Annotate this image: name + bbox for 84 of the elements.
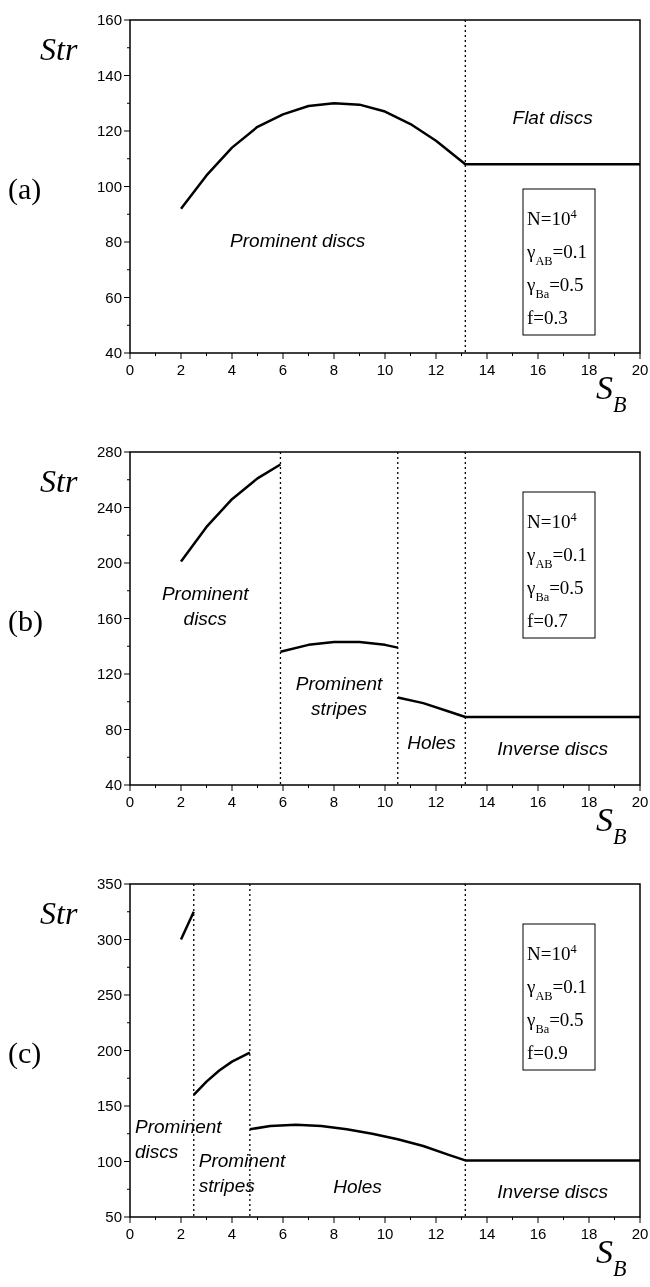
- annotation: γ$_{AB}$=0.1: [526, 241, 588, 268]
- y-axis-title: Str: [40, 895, 78, 931]
- x-tick-label: 16: [529, 1225, 547, 1242]
- y-tick-label: 250: [96, 986, 122, 1003]
- y-tick-label: 200: [96, 554, 122, 571]
- x-tick-label: 10: [376, 361, 394, 378]
- x-tick-label: 14: [478, 1225, 496, 1242]
- annotation: f=0.3: [527, 307, 568, 328]
- x-tick-label: 6: [278, 793, 288, 810]
- x-tick-label: 2: [176, 1225, 186, 1242]
- annotation: N=10$^{4}$: [527, 510, 577, 532]
- y-tick-label: 350: [96, 875, 122, 892]
- y-axis-title: Str: [40, 31, 78, 67]
- x-axis-title: S$_{B}$: [596, 801, 627, 849]
- x-tick-label: 10: [376, 793, 394, 810]
- y-tick-label: 80: [105, 720, 122, 738]
- y-tick-label: 140: [96, 66, 122, 84]
- x-tick-label: 0: [125, 1225, 135, 1242]
- x-tick-label: 4: [227, 361, 237, 378]
- x-tick-label: 4: [227, 793, 237, 810]
- y-tick-label: 160: [96, 609, 122, 627]
- text: (c): [8, 1035, 42, 1070]
- x-axis-title: S$_{B}$: [596, 1233, 627, 1281]
- annotation: γ$_{AB}$=0.1: [526, 976, 588, 1003]
- x-tick-label: 18: [580, 1225, 598, 1242]
- annotation: Inverse discs: [497, 1181, 609, 1203]
- y-tick-label: 280: [96, 443, 122, 460]
- annotation: γ$_{Ba}$=0.5: [526, 1009, 584, 1036]
- x-tick-label: 8: [329, 361, 339, 378]
- x-tick-label: 20: [631, 361, 649, 378]
- x-axis-title: S$_{B}$: [596, 369, 627, 417]
- annotation: f=0.7: [527, 610, 568, 631]
- x-tick-label: 12: [427, 1225, 445, 1242]
- annotation: Flat discs: [512, 107, 594, 129]
- x-tick-label: 2: [176, 361, 186, 378]
- x-tick-label: 10: [376, 1225, 394, 1242]
- annotation: Holes: [407, 732, 457, 754]
- annotation: Holes: [333, 1175, 383, 1197]
- x-tick-label: 12: [427, 361, 445, 378]
- annotation: Prominent discs: [161, 582, 250, 629]
- y-axis-title: Str: [40, 463, 78, 499]
- x-tick-label: 8: [329, 1225, 339, 1242]
- y-tick-label: 80: [105, 233, 122, 250]
- x-tick-label: 12: [427, 793, 445, 810]
- annotation: Prominent stripes: [198, 1150, 287, 1197]
- x-tick-label: 0: [125, 361, 135, 378]
- x-tick-label: 0: [125, 793, 135, 810]
- text: (b): [8, 603, 43, 638]
- x-tick-label: 18: [580, 793, 598, 810]
- annotation: γ$_{Ba}$=0.5: [526, 274, 584, 301]
- annotation: γ$_{AB}$=0.1: [526, 544, 588, 571]
- y-tick-label: 200: [96, 1041, 122, 1059]
- annotation: Prominent discs: [230, 229, 366, 251]
- y-tick-label: 120: [96, 122, 122, 139]
- x-tick-label: 16: [529, 361, 547, 378]
- y-tick-label: 240: [96, 498, 122, 516]
- y-tick-label: 50: [105, 1208, 122, 1225]
- y-tick-label: 160: [96, 11, 122, 28]
- y-tick-label: 60: [105, 288, 122, 306]
- text: (a): [8, 171, 42, 206]
- annotation: Inverse discs: [497, 738, 609, 760]
- x-tick-label: 16: [529, 793, 547, 810]
- y-tick-label: 300: [96, 930, 122, 948]
- y-tick-label: 100: [96, 1152, 122, 1170]
- annotation: Prominent stripes: [295, 672, 384, 719]
- y-tick-label: 150: [96, 1097, 122, 1114]
- x-tick-label: 4: [227, 1225, 237, 1242]
- y-tick-label: 120: [96, 665, 122, 682]
- x-tick-label: 14: [478, 361, 496, 378]
- x-tick-label: 14: [478, 793, 496, 810]
- x-tick-label: 8: [329, 793, 339, 810]
- annotation: γ$_{Ba}$=0.5: [526, 577, 584, 604]
- y-tick-label: 40: [105, 344, 122, 361]
- y-tick-label: 100: [96, 177, 122, 195]
- annotation: N=10$^{4}$: [527, 207, 577, 229]
- annotation: N=10$^{4}$: [527, 942, 577, 964]
- x-tick-label: 2: [176, 793, 186, 810]
- x-tick-label: 6: [278, 1225, 288, 1242]
- x-tick-label: 6: [278, 361, 288, 378]
- annotation: f=0.9: [527, 1042, 568, 1063]
- x-tick-label: 18: [580, 361, 598, 378]
- x-tick-label: 20: [631, 1225, 649, 1242]
- x-tick-label: 20: [631, 793, 649, 810]
- y-tick-label: 40: [105, 776, 122, 793]
